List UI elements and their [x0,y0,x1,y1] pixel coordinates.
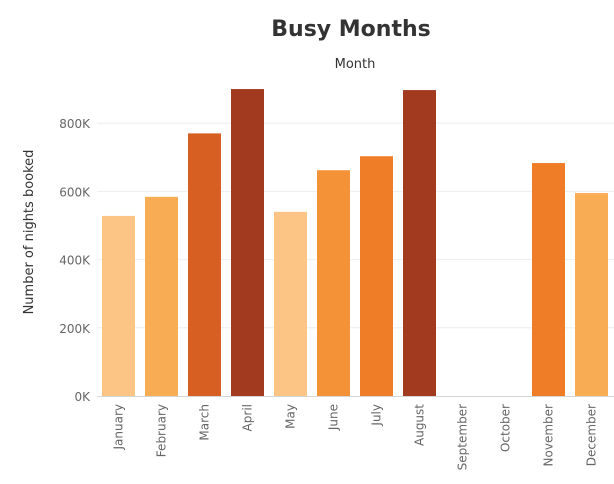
bar-february [145,196,178,396]
y-tick-label: 0K [74,390,91,404]
bar-december [575,193,608,396]
y-tick-label: 400K [59,254,91,268]
bar-may [274,211,307,396]
x-axis-ticks: January February March April May June July Augu… [112,404,599,471]
y-tick-label: 600K [59,185,91,199]
column-header: Month [335,57,376,72]
gridlines [97,122,614,329]
bar-august [403,90,436,396]
x-tick-label-july: July [370,404,384,427]
x-tick-label-january: January [112,404,126,451]
bar-november [532,163,565,396]
x-tick-label-may: May [284,404,298,429]
x-tick-label-september: September [456,404,470,470]
x-tick-label-april: April [241,404,255,431]
chart-title: Busy Months [271,17,430,42]
y-axis-label: Number of nights booked [22,150,37,315]
y-axis-ticks: 0K 200K 400K 600K 800K [59,117,91,404]
x-tick-label-november: November [542,404,556,466]
x-tick-label-june: June [327,404,341,431]
x-tick-label-october: October [499,404,513,452]
bar-march [188,133,221,397]
bar-january [102,215,135,396]
x-tick-label-february: February [155,404,169,457]
bar-june [317,170,350,396]
bars [102,89,608,397]
y-tick-label: 200K [59,322,91,336]
y-tick-label: 800K [59,117,91,131]
bar-july [360,156,393,396]
x-tick-label-december: December [585,404,599,466]
bar-april [231,89,264,396]
x-tick-label-august: August [413,404,427,446]
x-tick-label-march: March [198,404,212,441]
